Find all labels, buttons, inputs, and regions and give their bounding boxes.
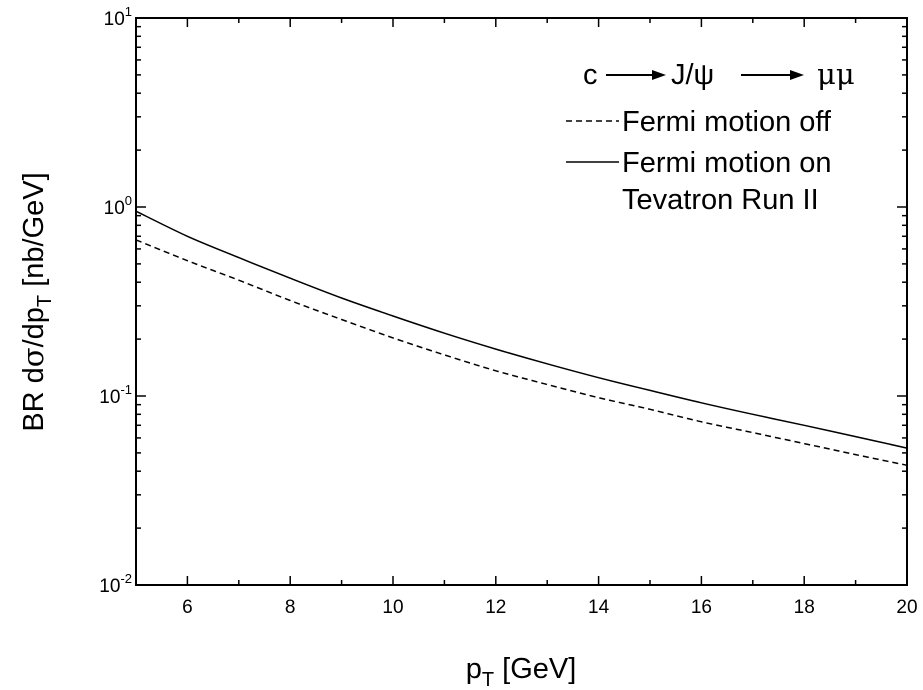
- legend-label-tevatron: Tevatron Run II: [622, 184, 819, 216]
- legend: Fermi motion off Fermi motion on Tevatro…: [566, 106, 832, 216]
- annotation-arrowhead-1: [652, 70, 666, 80]
- y-tick-label: 101: [104, 4, 132, 30]
- y-tick-label: 10-1: [99, 382, 132, 408]
- x-tick-label: 8: [285, 597, 296, 618]
- x-tick-label: 10: [382, 597, 403, 618]
- legend-label-fermi-off: Fermi motion off: [622, 106, 832, 138]
- tick-labels: 6 8 10 12 14 16 18 20 10-2 10-1 100 101: [99, 4, 917, 618]
- x-axis-title: pT [GeV]: [466, 653, 577, 690]
- series-layer: [135, 210, 908, 467]
- annotation-arrowhead-2: [790, 70, 804, 80]
- plot-frame: [135, 17, 908, 586]
- series-line-fermi-on: [135, 210, 908, 449]
- annotation-mumu: μμ: [817, 57, 855, 91]
- x-tick-label: 16: [691, 597, 712, 618]
- ticks: [135, 17, 908, 586]
- y-axis-title: BR dσ/dpT [nb/GeV]: [16, 172, 56, 431]
- annotation-jpsi: J/ψ: [671, 59, 714, 91]
- y-tick-label: 10-2: [99, 571, 132, 597]
- x-tick-label: 18: [794, 597, 815, 618]
- y-tick-label: 100: [104, 193, 132, 219]
- series-line-fermi-off: [135, 239, 908, 467]
- process-annotation: c J/ψ μμ: [583, 57, 855, 91]
- x-tick-label: 6: [182, 597, 193, 618]
- x-tick-label: 12: [485, 597, 506, 618]
- x-tick-label: 14: [588, 597, 610, 618]
- x-tick-label: 20: [896, 597, 917, 618]
- annotation-c: c: [583, 59, 598, 91]
- legend-label-fermi-on: Fermi motion on: [622, 147, 832, 179]
